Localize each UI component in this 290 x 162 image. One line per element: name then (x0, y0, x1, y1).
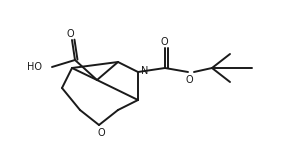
Text: N: N (141, 66, 149, 76)
Text: O: O (160, 37, 168, 47)
Text: HO: HO (27, 62, 42, 72)
Text: O: O (97, 128, 105, 138)
Text: O: O (185, 75, 193, 85)
Text: O: O (66, 29, 74, 39)
